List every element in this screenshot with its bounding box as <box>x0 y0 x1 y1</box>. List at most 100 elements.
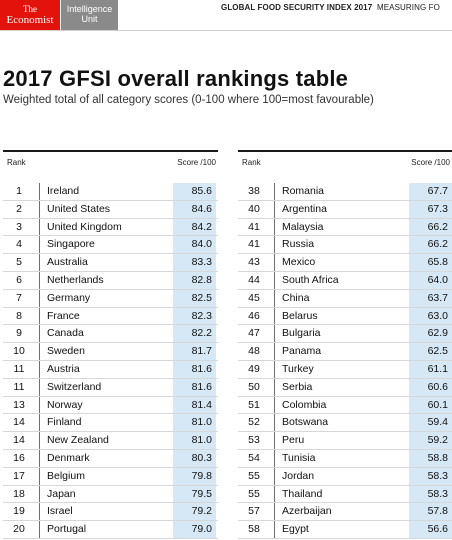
rank-cell: 54 <box>248 451 260 464</box>
header-divider <box>0 30 452 31</box>
score-cell: 63.7 <box>409 289 452 307</box>
score-cell: 81.6 <box>173 360 216 378</box>
score-cell: 60.6 <box>409 378 452 396</box>
column-divider <box>274 485 275 503</box>
rank-cell: 55 <box>248 469 260 482</box>
column-divider <box>274 200 275 218</box>
table-body: 1 Ireland 85.6 2 United States 84.6 3 United Ki… <box>3 183 218 539</box>
score-cell: 79.8 <box>173 467 216 485</box>
score-cell: 61.1 <box>409 360 452 378</box>
table-row: 18 Japan 79.5 <box>3 485 218 504</box>
table-row: 4 Singapore 84.0 <box>3 236 218 255</box>
column-divider <box>274 307 275 325</box>
table-row: 10 Sweden 81.7 <box>3 343 218 361</box>
column-divider <box>274 449 275 467</box>
score-cell: 82.5 <box>173 289 216 307</box>
table-row: 20 Portugal 79.0 <box>3 521 218 539</box>
score-cell: 59.2 <box>409 432 452 449</box>
country-cell: Netherlands <box>47 273 104 286</box>
rank-column-header: Rank <box>7 158 26 167</box>
country-cell: Azerbaijan <box>282 505 332 518</box>
score-cell: 58.3 <box>409 467 452 485</box>
column-divider <box>274 325 275 343</box>
country-cell: Israel <box>47 505 73 518</box>
country-cell: South Africa <box>282 273 339 286</box>
score-cell: 84.2 <box>173 218 216 236</box>
column-divider <box>39 414 40 432</box>
rank-cell: 3 <box>16 220 22 233</box>
economist-logo-line2: Economist <box>6 14 54 26</box>
column-divider <box>39 396 40 414</box>
score-cell: 65.8 <box>409 254 452 271</box>
table-row: 1 Ireland 85.6 <box>3 183 218 201</box>
score-cell: 79.2 <box>173 503 216 521</box>
header-bar: The Economist Intelligence Unit GLOBAL F… <box>0 0 452 30</box>
column-divider <box>274 343 275 360</box>
column-divider <box>274 503 275 521</box>
country-cell: Denmark <box>47 451 90 464</box>
column-divider <box>39 343 40 360</box>
country-cell: Mexico <box>282 256 316 269</box>
country-cell: United States <box>47 202 111 215</box>
country-cell: Thailand <box>282 487 323 500</box>
table-top-rule <box>3 150 218 152</box>
rank-cell: 2 <box>16 202 22 215</box>
table-row: 11 Austria 81.6 <box>3 360 218 379</box>
score-cell: 57.8 <box>409 503 452 521</box>
column-divider <box>39 503 40 521</box>
score-cell: 81.0 <box>173 414 216 432</box>
column-divider <box>274 236 275 254</box>
score-cell: 82.3 <box>173 307 216 325</box>
score-column-header: Score /100 <box>177 158 216 167</box>
rank-cell: 41 <box>248 238 260 251</box>
column-divider <box>274 254 275 271</box>
column-divider <box>39 307 40 325</box>
table-row: 57 Azerbaijan 57.8 <box>238 503 452 522</box>
column-divider <box>274 378 275 396</box>
score-cell: 62.5 <box>409 343 452 360</box>
rank-cell: 9 <box>16 327 22 340</box>
rank-cell: 48 <box>248 345 260 358</box>
country-cell: Panama <box>282 345 322 358</box>
column-divider <box>39 449 40 467</box>
rank-column-header: Rank <box>242 158 261 167</box>
column-divider <box>39 289 40 307</box>
rank-cell: 7 <box>16 291 22 304</box>
table-row: 58 Egypt 56.6 <box>238 521 452 539</box>
rank-cell: 51 <box>248 398 260 411</box>
table-top-rule <box>238 150 452 152</box>
country-cell: France <box>47 309 80 322</box>
column-divider <box>39 467 40 485</box>
column-divider <box>274 218 275 236</box>
table-row: 43 Mexico 65.8 <box>238 254 452 272</box>
table-row: 45 China 63.7 <box>238 289 452 308</box>
table-row: 8 France 82.3 <box>3 307 218 326</box>
rank-cell: 11 <box>13 380 25 393</box>
table-row: 5 Australia 83.3 <box>3 254 218 272</box>
column-divider <box>274 289 275 307</box>
score-cell: 84.6 <box>173 200 216 218</box>
rank-cell: 45 <box>248 291 260 304</box>
table-row: 51 Colombia 60.1 <box>238 396 452 415</box>
country-cell: Colombia <box>282 398 327 411</box>
table-row: 38 Romania 67.7 <box>238 183 452 201</box>
table-row: 44 South Africa 64.0 <box>238 271 452 290</box>
table-row: 48 Panama 62.5 <box>238 343 452 361</box>
country-cell: Botswana <box>282 416 329 429</box>
country-cell: New Zealand <box>47 434 109 447</box>
table-row: 46 Belarus 63.0 <box>238 307 452 326</box>
rank-cell: 47 <box>248 327 260 340</box>
country-cell: Turkey <box>282 362 314 375</box>
table-row: 41 Malaysia 66.2 <box>238 218 452 237</box>
rank-cell: 11 <box>13 362 25 375</box>
country-cell: Japan <box>47 487 76 500</box>
country-cell: Portugal <box>47 523 87 536</box>
eiu-logo-line2: Unit <box>81 14 98 24</box>
column-divider <box>39 325 40 343</box>
rank-cell: 52 <box>248 416 260 429</box>
score-cell: 79.5 <box>173 485 216 503</box>
score-cell: 64.0 <box>409 271 452 289</box>
country-cell: Tunisia <box>282 451 316 464</box>
column-divider <box>39 200 40 218</box>
score-cell: 84.0 <box>173 236 216 254</box>
